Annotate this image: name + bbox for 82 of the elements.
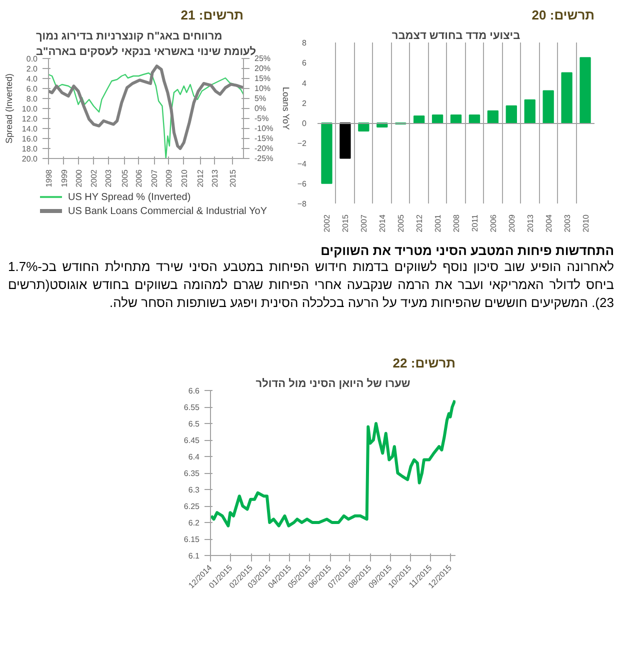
y2-tick-label: 0%	[254, 104, 266, 113]
y-tick-label: 2	[302, 98, 308, 108]
y-tick-label: 4	[302, 78, 308, 88]
x-tick-label: 2010	[180, 168, 189, 188]
y2-tick-label: -5%	[254, 114, 269, 123]
y-tick-label: 6.45	[184, 436, 200, 445]
chart-title: תרשים: 20	[532, 8, 595, 22]
text: התחדשות פיחות המטבע הסיני מטריד את השווקים	[320, 243, 614, 258]
x-tick-label: 1998	[44, 168, 54, 188]
chart-subtitle: מרווחים באג"ח קונצרניות בדירוג נמוך לעומת שינוי באשראי בנקאי לעסקים בארה"ב	[36, 30, 256, 58]
y-tick-label: 6.25	[184, 502, 200, 511]
y-tick-label: 6.55	[184, 403, 200, 412]
y-tick-label: 6.6	[188, 386, 200, 396]
x-tick-label: 2005	[396, 214, 406, 232]
y-axis-title: Spread (Inverted)	[4, 73, 14, 144]
y2-tick-label: 20%	[254, 64, 271, 73]
y-tick-label: −8	[297, 200, 308, 208]
x-tick-label: 1999	[60, 168, 69, 188]
x-tick-label: 2001	[434, 214, 443, 232]
y-tick-label: 8	[302, 38, 308, 48]
y2-axis-title: Loans YoY	[281, 86, 292, 130]
y-tick-label: 0.0	[26, 54, 38, 64]
y-tick-label: 16.0	[22, 134, 38, 144]
x-tick-label: 2011	[470, 214, 480, 232]
text: לאחרונה הופיע שוב סיכון נוסף לשווקים בדמות חידוש הפיחות במטבע הסיני שירד מתחילת החודש בכ-1.7% ביחס לדולר האמריקאי ועבר את הרמה שנקבעה אחרי הפיחות שגרם למהומה בשווקים בחודש אוגוסט(תרשים 23). המשקיעים חוששים שהפיחות מעיד על הרעה בכלכלה הסינית ויפגע בשותפות הסחר שלה.	[8, 258, 614, 312]
chart-title: תרשים: 21	[180, 8, 244, 22]
y2-tick-label: -10%	[254, 124, 274, 133]
x-tick-label: 2000	[74, 168, 84, 188]
x-tick-label: 2015	[341, 214, 350, 232]
x-tick-label: 2007	[360, 214, 369, 232]
x-tick-label: 2006	[488, 214, 498, 232]
chart-title: תרשים: 22	[392, 356, 456, 370]
x-tick-label: 2007	[150, 168, 160, 188]
y-tick-label: −2	[297, 139, 308, 148]
y2-tick-label: -15%	[254, 134, 274, 143]
y-tick-label: 10.0	[22, 104, 38, 114]
chart-subtitle: ביצועי מדד בחודש דצמבר	[392, 30, 520, 42]
x-tick-label: 2008	[452, 214, 461, 232]
y2-tick-label: -25%	[254, 154, 274, 163]
x-tick-label: 2004	[544, 214, 554, 232]
y2-tick-label: 15%	[254, 74, 271, 83]
x-tick-label: 2009	[507, 214, 516, 232]
y-tick-label: 6.1	[188, 552, 200, 560]
y2-tick-label: 25%	[254, 54, 271, 63]
y-tick-label: 6.3	[188, 486, 200, 494]
x-tick-label: 2014	[378, 214, 388, 232]
x-tick-label: 2010	[581, 214, 590, 232]
x-tick-label: 2002	[90, 168, 99, 188]
y2-tick-label: -20%	[254, 144, 274, 153]
y-tick-label: 8.0	[26, 94, 38, 104]
y-tick-label: 6.0	[26, 84, 38, 94]
y-tick-label: −4	[297, 159, 308, 168]
y2-tick-label: 10%	[254, 84, 271, 93]
chart-subtitle: שערו של היואן הסיני מול הדולר	[256, 378, 410, 390]
y-tick-label: 12.0	[22, 114, 38, 124]
x-tick-label: 2009	[164, 168, 174, 188]
x-tick-label: 2012	[196, 168, 206, 188]
y-tick-label: 6.5	[188, 420, 200, 428]
x-tick-label: 2015	[228, 168, 238, 188]
x-tick-label: 2012	[415, 214, 424, 232]
y-tick-label: 20.0	[22, 154, 38, 164]
y-tick-label: 14.0	[22, 124, 38, 134]
y-tick-label: −6	[297, 179, 308, 188]
y-tick-label: 6.4	[188, 452, 200, 462]
y-tick-label: 2.0	[26, 64, 38, 74]
legend-label: US Bank Loans Commercial & Industrial YoY	[68, 206, 267, 216]
legend-label: US HY Spread % (Inverted)	[68, 192, 191, 202]
x-tick-label: 2013	[210, 168, 220, 188]
x-tick-label: 2003	[104, 168, 114, 188]
y-tick-label: 4.0	[26, 74, 38, 84]
x-tick-label: 2013	[526, 214, 535, 232]
y-tick-label: 18.0	[22, 144, 38, 154]
y2-tick-label: 5%	[254, 94, 266, 103]
y-tick-label: 6.2	[188, 518, 200, 528]
y-tick-label: 0	[302, 119, 308, 128]
y-tick-label: 6.15	[184, 535, 200, 544]
x-tick-label: 2005	[120, 168, 130, 188]
x-tick-label: 2006	[134, 168, 144, 188]
y-tick-label: 6.35	[184, 469, 200, 478]
x-tick-label: 2002	[322, 214, 332, 232]
y-tick-label: 6	[302, 58, 308, 68]
x-tick-label: 2003	[562, 214, 572, 232]
